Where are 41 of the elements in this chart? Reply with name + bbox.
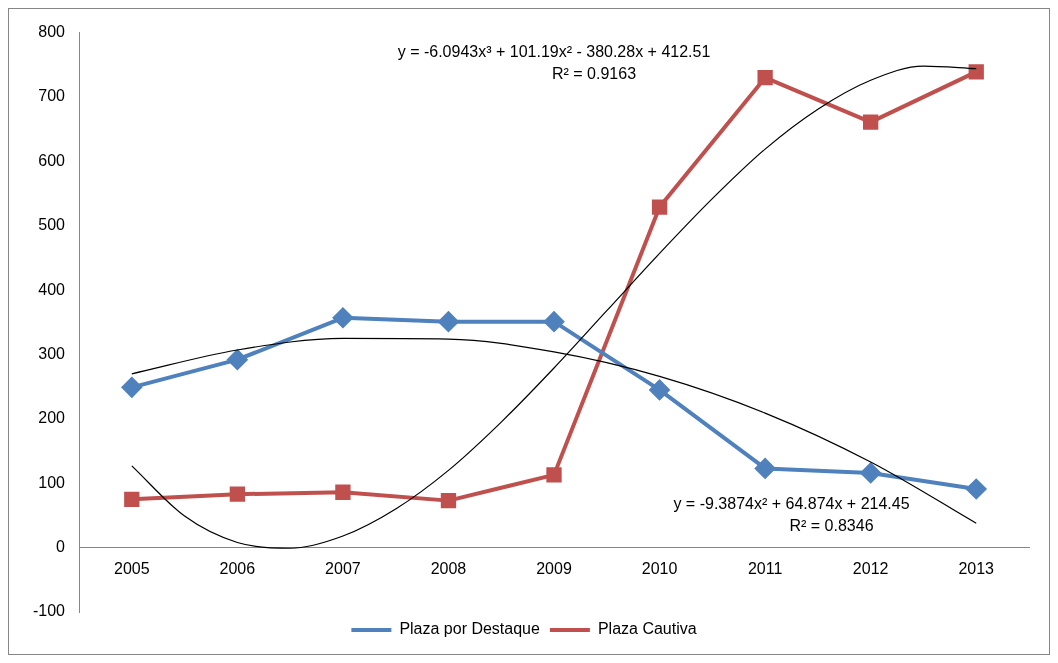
point [966,479,987,500]
legend-label: Plaza por Destaque [399,620,541,638]
point [860,462,881,483]
y-tick-label: 300 [38,344,66,362]
legend-label: Plaza Cautiva [597,620,697,638]
x-tick-label: 2011 [747,559,783,577]
x-tick-label: 2005 [114,559,150,577]
y-tick-label: 800 [38,23,66,41]
annotation: y = -6.0943x³ + 101.19x² - 380.28x + 412.51 R² = 0.9163 [397,42,711,82]
x-tick-label: 2006 [219,559,256,577]
x-tick-label: 2010 [641,559,678,577]
point [124,491,140,507]
point [651,199,668,215]
x-tick-label: 2013 [958,559,995,577]
y-tick-label: 100 [38,473,66,491]
point [227,349,248,370]
point [121,377,142,398]
point [229,486,246,502]
y-tick-label: 600 [38,151,66,169]
y-tick-label: -100 [32,602,66,620]
y-tick-label: 500 [38,216,66,234]
point [438,311,459,332]
point [757,70,773,86]
y-tick-label: 700 [38,87,66,105]
point [335,484,351,500]
y-tick-label: 400 [38,280,66,298]
y-tick-label: 200 [38,409,66,427]
point [863,114,879,130]
point [544,311,565,332]
y-tick-label: 0 [56,538,66,556]
x-tick-label: 2009 [536,559,572,577]
x-tick-label: 2012 [852,559,889,577]
point [755,458,776,479]
point [546,467,562,483]
x-tick-label: 2008 [430,559,467,577]
point [440,492,457,509]
x-tick-label: 2007 [325,559,361,577]
point [649,379,670,400]
point [968,64,984,80]
point [332,307,353,328]
annotation: y = -9.3874x² + 64.874x + 214.45 R² = 0.8346 [673,494,910,534]
